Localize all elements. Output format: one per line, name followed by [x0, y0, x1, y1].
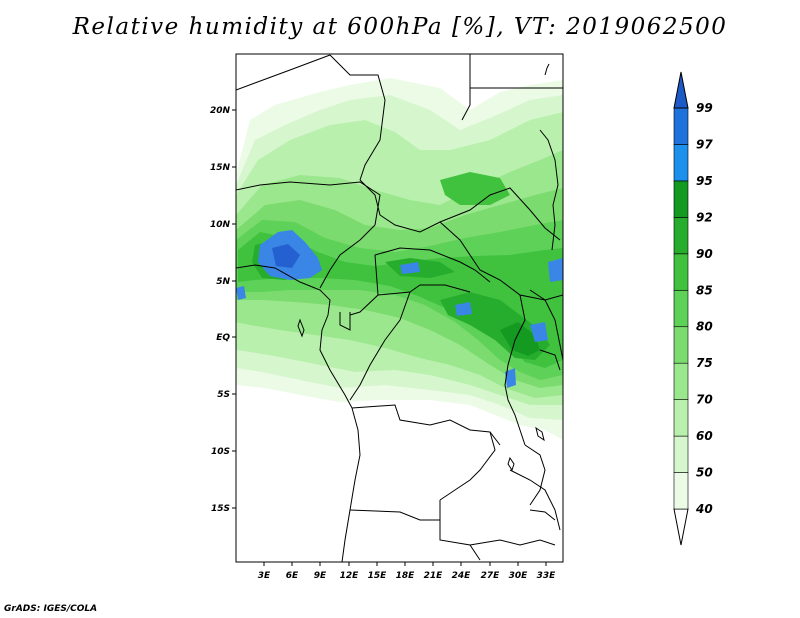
- colorbar-label: 85: [696, 283, 713, 297]
- lat-label: 15N: [210, 163, 231, 173]
- colorbar-segment: [673, 326, 689, 364]
- colorbar-label: 60: [696, 429, 713, 443]
- lat-label: 5N: [216, 277, 230, 287]
- lon-label: 3E: [258, 571, 271, 581]
- lat-tick-marks: [232, 109, 236, 509]
- colorbar-segment: [673, 217, 689, 255]
- country-borders: [236, 54, 563, 562]
- rh-band-95b: [236, 286, 246, 300]
- humidity-field: [236, 78, 563, 440]
- lat-label: EQ: [216, 333, 230, 343]
- colorbar-label: 75: [696, 356, 713, 370]
- rh-band-95c: [548, 258, 563, 282]
- rh-band-95g: [455, 302, 472, 316]
- lat-label: 20N: [210, 106, 231, 116]
- colorbar-label: 97: [696, 137, 713, 151]
- colorbar-segment: [673, 71, 689, 109]
- lon-label: 6E: [286, 571, 299, 581]
- rh-band-92: [500, 322, 540, 356]
- map-frame: [235, 53, 564, 563]
- lon-label: 18E: [396, 571, 416, 581]
- lat-label: 10N: [210, 220, 231, 230]
- rh-band-97: [272, 244, 300, 268]
- lat-label: 10S: [211, 447, 230, 457]
- colorbar: 40 50 60 70 75 80 85 90 92 95 97 99: [673, 71, 713, 546]
- colorbar-segment: [673, 289, 689, 328]
- rh-band-95d: [530, 322, 548, 342]
- colorbar-segment: [673, 180, 689, 218]
- colorbar-label: 90: [696, 247, 713, 261]
- lon-label: 12E: [340, 571, 360, 581]
- rh-band-85b: [440, 172, 510, 205]
- grads-credit: GrADS: IGES/COLA: [4, 604, 98, 614]
- lat-label: 5S: [217, 390, 230, 400]
- lat-label: 15S: [211, 504, 230, 514]
- lon-label: 30E: [509, 571, 529, 581]
- colorbar-segment: [673, 435, 689, 473]
- colorbar-segment: [673, 362, 689, 400]
- colorbar-segment: [673, 472, 689, 510]
- lon-label: 9E: [314, 571, 327, 581]
- colorbar-label: 95: [696, 174, 713, 188]
- colorbar-segment: [673, 399, 689, 437]
- lon-label: 27E: [481, 571, 501, 581]
- lat-tick-labels: 20N 15N 10N 5N EQ 5S 10S 15S: [210, 106, 231, 514]
- lon-tick-marks: [263, 562, 547, 566]
- colorbar-segment: [673, 107, 689, 145]
- colorbar-segment: [673, 508, 689, 546]
- colorbar-label: 80: [696, 320, 713, 334]
- colorbar-label: 92: [696, 210, 713, 224]
- colorbar-label: 99: [696, 101, 713, 115]
- lon-label: 21E: [424, 571, 444, 581]
- colorbar-segment: [673, 144, 689, 182]
- colorbar-label: 70: [696, 393, 713, 407]
- lon-label: 24E: [452, 571, 472, 581]
- lon-label: 15E: [368, 571, 388, 581]
- colorbar-label: 40: [695, 502, 713, 516]
- map-title: Relative humidity at 600hPa [%], VT: 201…: [72, 14, 728, 40]
- rh-band-95f: [400, 262, 420, 274]
- colorbar-segment: [673, 253, 689, 291]
- lon-tick-labels: 3E 6E 9E 12E 15E 18E 21E 24E 27E 30E 33E: [258, 571, 556, 581]
- colorbar-label: 50: [696, 466, 713, 480]
- rh-band-95e: [505, 368, 516, 388]
- lon-label: 33E: [537, 571, 557, 581]
